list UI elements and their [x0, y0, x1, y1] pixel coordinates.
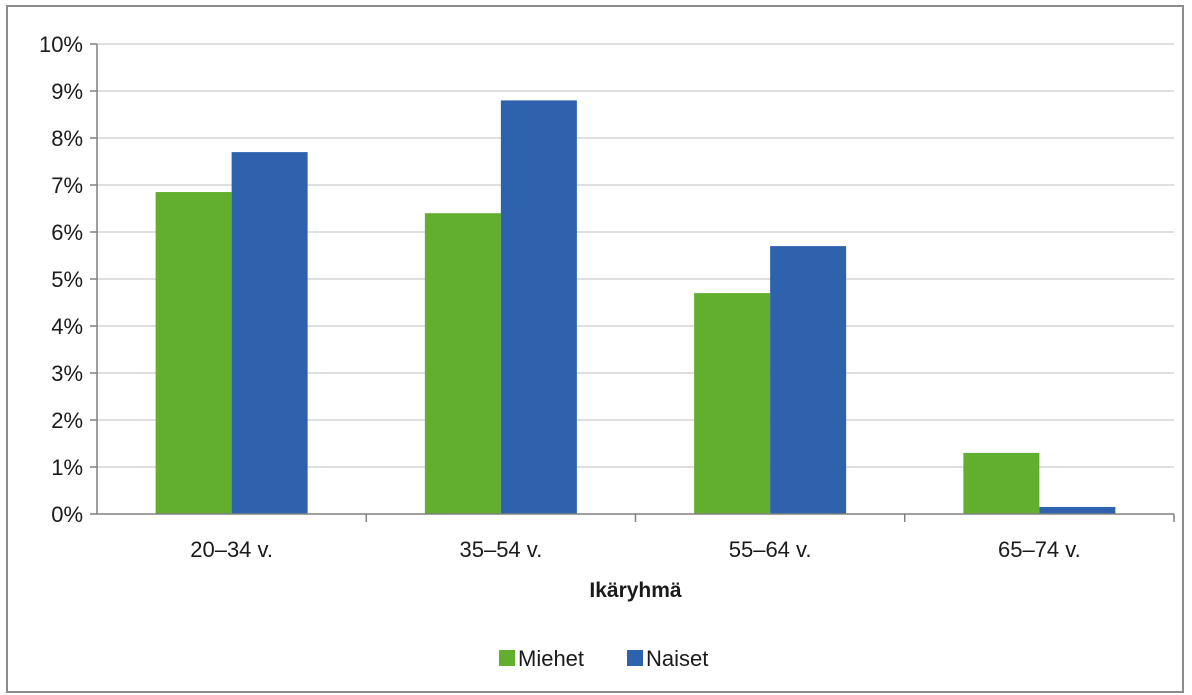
y-tick-label: 1% [51, 455, 83, 480]
bar-naiset-2 [500, 100, 577, 515]
y-tick-label: 0% [51, 502, 83, 527]
y-tick-label: 4% [51, 314, 83, 339]
y-tick-label: 8% [51, 126, 83, 151]
y-tick-label: 2% [51, 408, 83, 433]
legend: Miehet Naiset [499, 646, 708, 671]
bar-miehet-2 [424, 213, 501, 514]
y-tick-label: 7% [51, 173, 83, 198]
x-axis-title: Ikäryhmä [589, 579, 682, 602]
legend-label-miehet: Miehet [518, 646, 584, 671]
y-tick-label: 9% [51, 79, 83, 104]
bar-miehet-1 [155, 192, 232, 515]
bar-miehet-3 [694, 293, 771, 514]
y-tick-label: 3% [51, 361, 83, 386]
y-tick-label: 5% [51, 267, 83, 292]
y-tick-label: 10% [39, 32, 83, 57]
y-axis-ticks: 0% 1% 2% 3% 4% 5% 6% 7% 8% 9% 10% [39, 32, 97, 527]
x-tick-label: 55–64 v. [729, 537, 812, 562]
x-tick-label: 20–34 v. [190, 537, 273, 562]
x-tick-label: 35–54 v. [459, 537, 542, 562]
bar-naiset-3 [770, 246, 847, 514]
x-axis-ticks: 20–34 v. 35–54 v. 55–64 v. 65–74 v. [190, 514, 1175, 562]
legend-swatch-miehet [499, 650, 515, 666]
bar-naiset-4 [1039, 506, 1116, 514]
legend-swatch-naiset [627, 650, 643, 666]
bar-naiset-1 [231, 152, 308, 514]
legend-label-naiset: Naiset [646, 646, 708, 671]
x-tick-label: 65–74 v. [998, 537, 1081, 562]
bar-miehet-4 [963, 452, 1040, 514]
bars [155, 100, 1116, 515]
y-tick-label: 6% [51, 220, 83, 245]
